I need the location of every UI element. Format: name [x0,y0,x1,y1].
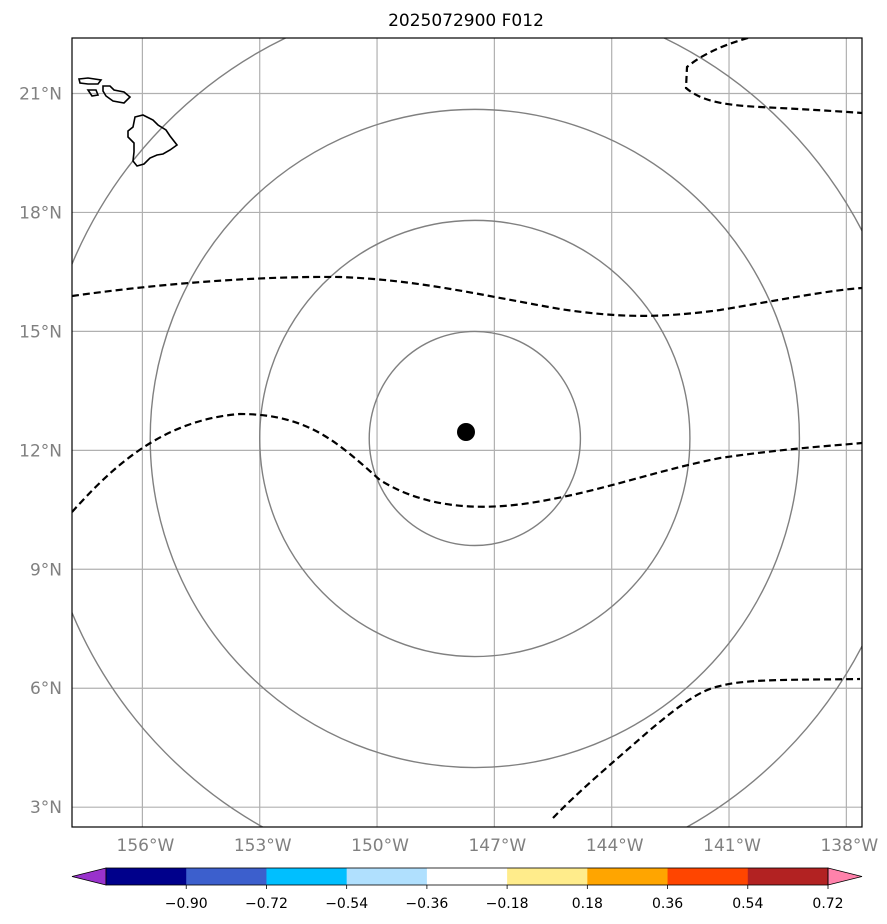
colorbar-segment [667,868,749,885]
colorbar-segment [186,868,267,885]
latitude-tick-label: 9°N [30,560,62,580]
colorbar-extend-low [71,867,107,886]
contour-line [72,412,862,513]
range-ring [149,108,801,769]
colorbar-tick-labels: −0.90 −0.72 −0.54 −0.36 −0.18 0.18 0.36 0.54 0.7… [165,885,844,912]
colorbar-tick-label: 0.54 [732,896,763,912]
longitude-tick-label: 147°W [468,836,526,856]
colorbar-segment [106,868,187,885]
range-rings [72,38,862,827]
colorbar-segment [747,868,829,885]
contour-lines [72,38,862,819]
contour-line [684,38,862,115]
oahu-island [86,89,100,97]
contour-line [552,677,861,819]
kauai-island [78,77,103,85]
contour-line [72,275,862,317]
colorbar-segment [507,868,588,885]
latitude-tick-label: 3°N [30,798,62,818]
colorbar-tick-label: −0.36 [405,896,448,912]
range-ring [72,38,862,827]
longitude-tick-label: 144°W [586,836,644,856]
longitude-tick-label: 150°W [351,836,409,856]
map-frame [71,37,863,828]
longitude-tick-label: 153°W [234,836,292,856]
colorbar-extend-high [827,867,863,886]
latitude-tick-label: 12°N [19,441,62,461]
colorbar-segment [266,868,348,885]
longitude-tick-label: 141°W [703,836,761,856]
colorbar-segment [426,868,508,885]
colorbar-tick-label: −0.72 [245,896,288,912]
colorbar-tick-label: 0.72 [812,896,843,912]
big-island [127,114,179,167]
hawaii-coastline [78,77,179,167]
map-title: 2025072900 F012 [388,11,544,31]
colorbar-segment [346,868,428,885]
storm-center-marker [457,423,475,441]
range-ring [368,330,582,547]
longitude-tick-label: 138°W [820,836,878,856]
colorbar-segment [587,868,669,885]
colorbar-tick-label: −0.90 [165,896,208,912]
longitude-labels: 156°W 153°W 150°W 147°W 144°W 141°W 138°W [117,836,879,856]
range-ring [259,219,691,658]
latitude-tick-label: 21°N [19,85,62,105]
latitude-tick-label: 15°N [19,322,62,342]
latitude-tick-label: 6°N [30,679,62,699]
longitude-tick-label: 156°W [117,836,175,856]
colorbar-tick-label: −0.54 [325,896,368,912]
latitude-tick-label: 18°N [19,203,62,223]
colorbar-outline [105,867,829,886]
colorbar-tick-label: 0.36 [652,896,683,912]
colorbar-tick-label: 0.18 [572,896,603,912]
graticule [72,38,862,827]
colorbar-tick-label: −0.18 [486,896,529,912]
colorbar [71,867,863,886]
latitude-labels: 3°N 6°N 9°N 12°N 15°N 18°N 21°N [19,85,62,819]
maui-nui-island [102,85,132,104]
